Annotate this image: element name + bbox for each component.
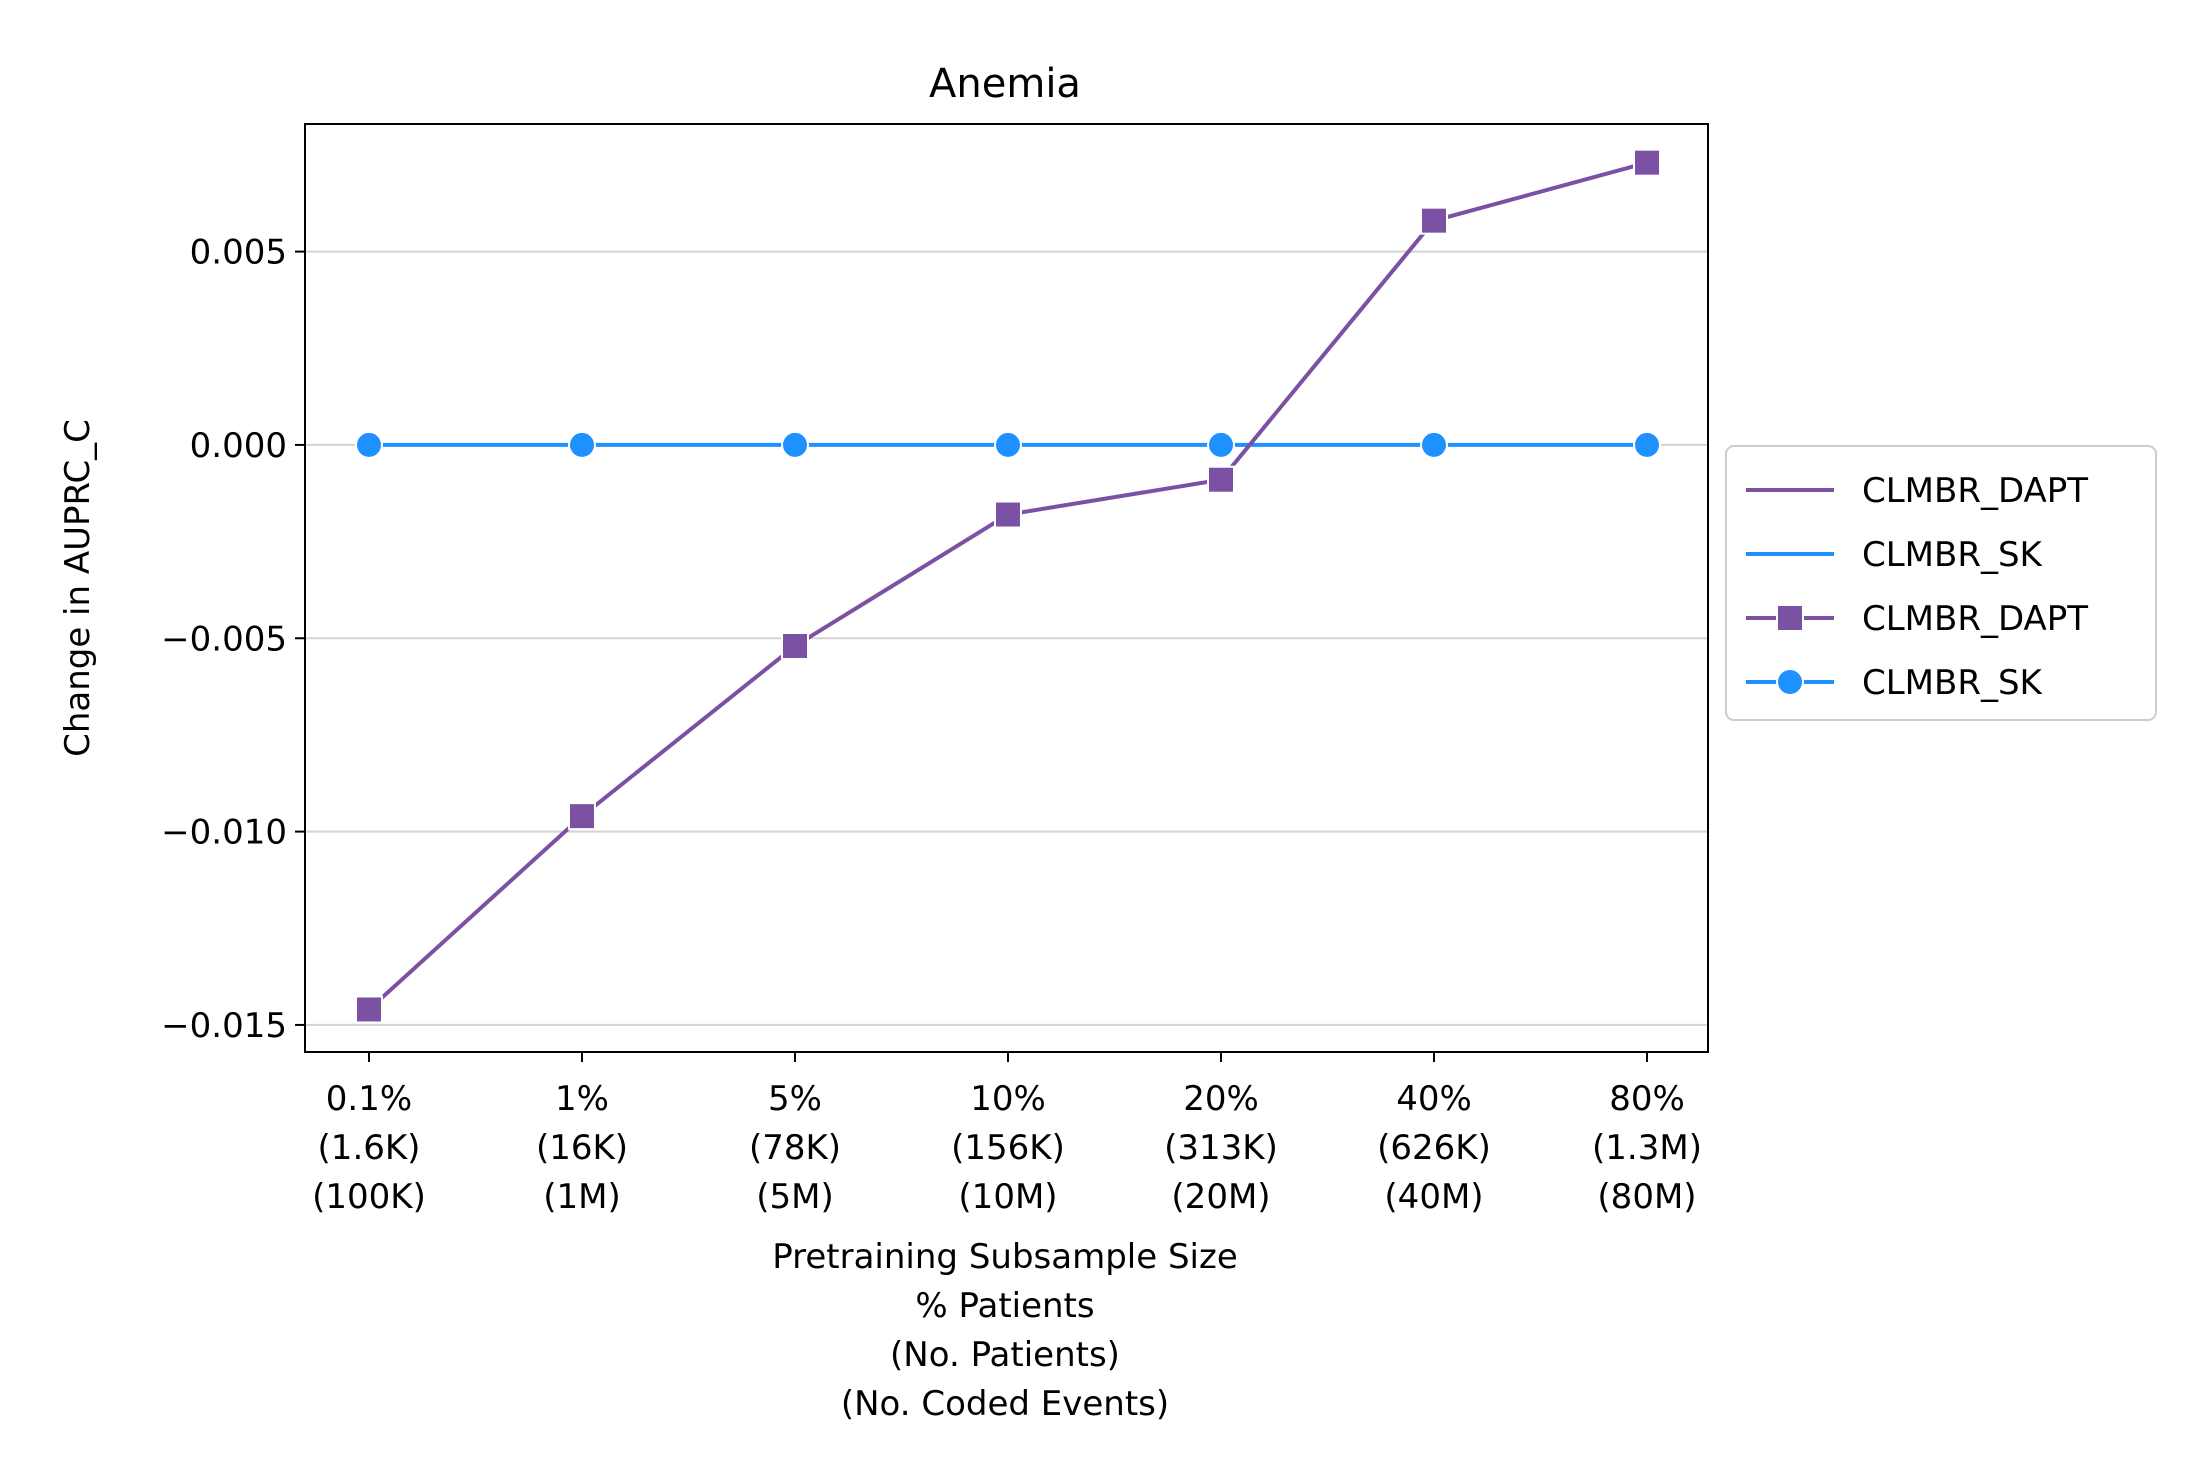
x-axis-title-line: (No. Patients) <box>890 1335 1120 1375</box>
series-line <box>367 160 1648 1011</box>
x-tick-label: (78K) <box>749 1128 841 1168</box>
legend: CLMBR_DAPT CLMBR_SK CLMBR_DAPT CLMBR_SK <box>1725 445 2157 721</box>
x-tick-label: (1.6K) <box>318 1128 421 1168</box>
legend-label: CLMBR_SK <box>1862 535 2044 575</box>
legend-label: CLMBR_DAPT <box>1862 471 2088 511</box>
data-point <box>781 430 809 459</box>
data-point <box>568 802 596 831</box>
y-tick-label: −0.015 <box>161 1006 287 1046</box>
x-tick-label: (40M) <box>1384 1177 1483 1217</box>
plot-frame <box>304 123 1709 1053</box>
grid <box>305 250 1708 1026</box>
y-tick-label: −0.005 <box>161 619 287 659</box>
x-tick-label: 0.1% <box>326 1079 412 1119</box>
x-tick-label: (313K) <box>1164 1128 1278 1168</box>
x-tick-label: (80M) <box>1597 1177 1696 1217</box>
y-axis-title: Change in AUPRC_C <box>58 419 98 757</box>
x-tick-label: 40% <box>1396 1079 1472 1119</box>
x-axis-title-line: (No. Coded Events) <box>841 1384 1169 1424</box>
series-layer <box>355 148 1661 1024</box>
data-point <box>1420 430 1448 459</box>
data-point <box>781 632 809 660</box>
data-point <box>1420 206 1448 235</box>
x-tick-label: 5% <box>768 1079 822 1119</box>
x-axis: 0.1% (1.6K) (100K) 1% (16K) (1M) 5% (78K) (5M) 10… <box>312 1052 1702 1217</box>
chart-title: Anemia <box>929 61 1081 107</box>
data-point <box>1633 430 1661 459</box>
legend-label: CLMBR_DAPT <box>1862 599 2088 639</box>
data-point <box>1633 148 1661 177</box>
legend-swatch-marker <box>1776 604 1804 632</box>
x-tick-label: (100K) <box>312 1177 426 1217</box>
data-point <box>994 500 1022 529</box>
x-tick-label: (626K) <box>1377 1128 1491 1168</box>
data-point <box>355 430 383 459</box>
x-tick-label: 1% <box>555 1079 609 1119</box>
series-clmbr-dapt <box>355 148 1661 1024</box>
x-tick-label: 10% <box>970 1079 1046 1119</box>
data-point <box>1207 465 1235 494</box>
x-tick-label: (156K) <box>951 1128 1065 1168</box>
data-point <box>568 430 596 459</box>
series-clmbr-sk <box>355 430 1661 459</box>
x-tick-label: (20M) <box>1171 1177 1270 1217</box>
x-tick-label: (10M) <box>958 1177 1057 1217</box>
x-tick-label: 20% <box>1183 1079 1259 1119</box>
y-axis: 0.005 0.000 −0.005 −0.010 −0.015 <box>161 233 305 1046</box>
legend-item: CLMBR_SK <box>1746 535 2044 575</box>
x-tick-label: (1.3M) <box>1592 1128 1702 1168</box>
data-point <box>355 995 383 1024</box>
x-axis-title-line: % Patients <box>915 1286 1094 1326</box>
data-point <box>994 430 1022 459</box>
legend-label: CLMBR_SK <box>1862 663 2044 703</box>
x-tick-label: (1M) <box>543 1177 621 1217</box>
y-tick-label: 0.000 <box>190 426 287 466</box>
y-tick-label: 0.005 <box>190 233 287 273</box>
legend-item: CLMBR_SK <box>1746 663 2044 703</box>
legend-item: CLMBR_DAPT <box>1746 471 2088 511</box>
x-tick-label: (5M) <box>756 1177 834 1217</box>
legend-item: CLMBR_DAPT <box>1746 599 2088 639</box>
legend-box <box>1725 445 2157 721</box>
x-tick-label: 80% <box>1609 1079 1685 1119</box>
legend-swatch-marker <box>1776 668 1804 696</box>
x-tick-label: (16K) <box>536 1128 628 1168</box>
x-axis-title: Pretraining Subsample Size % Patients (No.… <box>772 1237 1238 1424</box>
x-axis-title-line: Pretraining Subsample Size <box>772 1237 1238 1277</box>
data-point <box>1207 430 1235 459</box>
y-tick-label: −0.010 <box>161 813 287 853</box>
